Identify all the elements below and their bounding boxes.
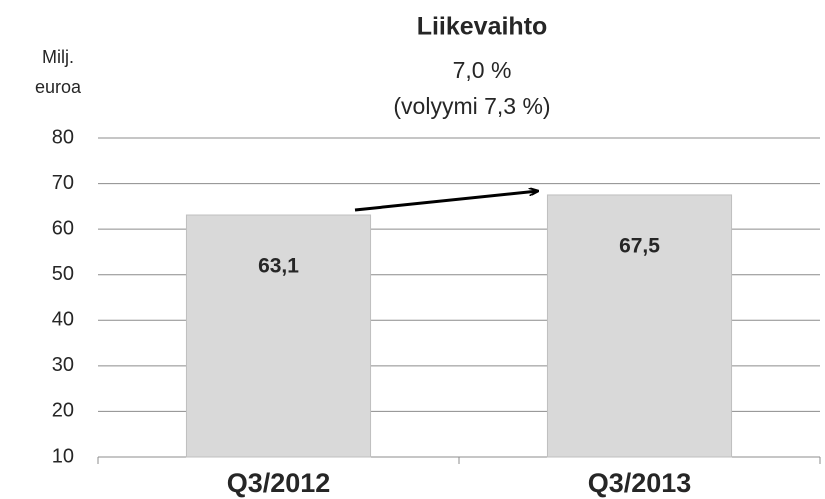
- chart-subtitle: 7,0 %: [453, 57, 512, 83]
- data-label: 67,5: [619, 235, 660, 258]
- y-axis-label: Milj.: [42, 47, 74, 67]
- y-tick-label: 40: [52, 309, 74, 331]
- x-tick-label: Q3/2013: [588, 468, 692, 498]
- y-tick-label: 20: [52, 400, 74, 422]
- y-tick-label: 30: [52, 354, 74, 376]
- chart-title: Liikevaihto: [417, 13, 548, 41]
- data-label: 63,1: [258, 255, 299, 278]
- y-axis-label: euroa: [35, 77, 82, 97]
- y-tick-label: 70: [52, 172, 74, 194]
- trend-arrow: [354, 191, 538, 212]
- y-tick-label: 10: [52, 445, 74, 467]
- x-tick-label: Q3/2012: [227, 468, 331, 498]
- y-tick-label: 60: [52, 217, 74, 239]
- y-tick-label: 80: [52, 126, 74, 148]
- chart-subtitle: (volyymi 7,3 %): [393, 93, 550, 119]
- bar: [185, 214, 372, 458]
- bar: [546, 194, 733, 458]
- y-tick-label: 50: [52, 263, 74, 285]
